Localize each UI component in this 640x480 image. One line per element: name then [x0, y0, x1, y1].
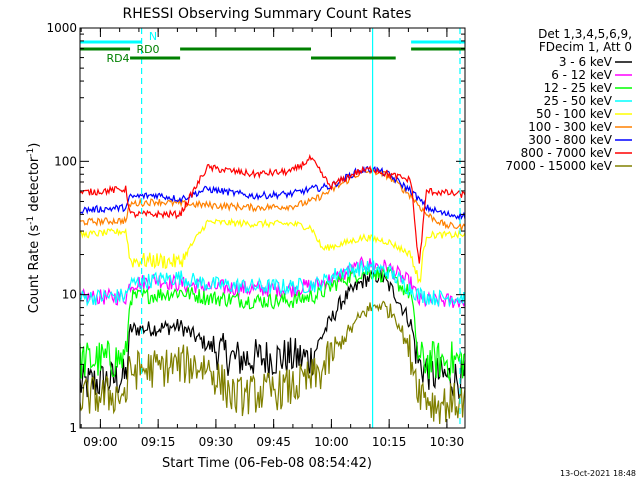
chart-title: RHESSI Observing Summary Count Rates [123, 6, 412, 22]
y-tick-label-1: 10 [62, 288, 77, 302]
x-tick-label-0: 09:00 [83, 435, 118, 449]
series-line-3 [79, 259, 466, 308]
x-tick-label-4: 10:00 [314, 435, 349, 449]
y-axis-label-main: Count Rate (s [27, 225, 42, 314]
series-line-1 [79, 256, 466, 309]
legend-label-2: 12 - 25 keV [544, 81, 613, 95]
legend-header-1: Det 1,3,4,5,6,9, [538, 27, 632, 41]
legend-label-1: 6 - 12 keV [551, 68, 613, 82]
status-bar-label-2: RD4 [106, 52, 129, 65]
legend-label-8: 7000 - 15000 keV [505, 159, 612, 173]
x-tick-label-3: 09:45 [256, 435, 291, 449]
y-axis-label-mid: detector [27, 156, 42, 216]
status-bar-label-1: RD0 [136, 43, 159, 56]
legend-label-3: 25 - 50 keV [544, 94, 613, 108]
legend: Det 1,3,4,5,6,9, FDecim 1, Att 0 3 - 6 k… [505, 27, 632, 173]
series-line-7 [79, 153, 466, 264]
series-line-0 [79, 266, 466, 400]
y-axis-label-sup-1: -1 [26, 216, 36, 225]
series-line-5 [80, 166, 466, 231]
footer-date: 13-Oct-2021 18:48 [560, 469, 636, 478]
y-axis-label: Count Rate (s-1 detector-1) [26, 143, 42, 314]
y-tick-label-0: 1 [69, 421, 77, 435]
series-line-8 [79, 300, 466, 425]
y-axis-label-sup-2: -1 [26, 148, 36, 157]
series-line-2 [79, 266, 466, 382]
legend-label-6: 300 - 800 keV [528, 133, 612, 147]
y-tick-label-3: 1000 [46, 21, 77, 35]
x-tick-label-5: 10:15 [372, 435, 407, 449]
x-tick-label-2: 09:30 [199, 435, 234, 449]
series-line-6 [79, 165, 466, 221]
legend-label-5: 100 - 300 keV [528, 120, 612, 134]
status-bar-label-0: N [149, 30, 157, 43]
x-tick-label-6: 10:30 [430, 435, 465, 449]
axes: 1 10 100 1000 09:00 09:15 09:30 09:45 10:00 10:15… [46, 21, 466, 449]
x-tick-label-1: 09:15 [141, 435, 176, 449]
legend-label-0: 3 - 6 keV [559, 55, 613, 69]
legend-label-7: 800 - 7000 keV [521, 146, 613, 160]
legend-header-2: FDecim 1, Att 0 [539, 40, 632, 54]
y-tick-label-2: 100 [54, 154, 77, 168]
x-axis-label: Start Time (06-Feb-08 08:54:42) [162, 456, 372, 471]
y-axis-label-end: ) [27, 143, 42, 148]
legend-label-4: 50 - 100 keV [536, 107, 613, 121]
series-line-4 [79, 217, 466, 285]
plot-frame [79, 27, 466, 429]
